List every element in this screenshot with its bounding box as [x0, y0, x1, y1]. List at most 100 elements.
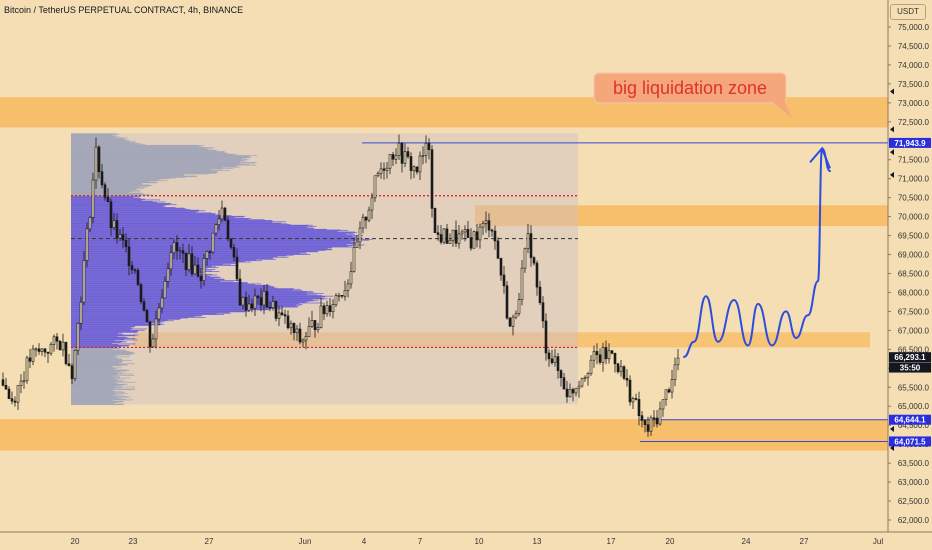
candle-body — [655, 417, 659, 425]
candle-body — [154, 318, 158, 340]
candle-body — [85, 228, 89, 261]
candle-body — [91, 179, 95, 218]
candle-body — [547, 352, 551, 360]
candle-body — [151, 338, 155, 348]
candle-body — [571, 389, 575, 394]
candle-body — [400, 142, 404, 164]
x-tick-label: 10 — [475, 537, 484, 546]
axis-marker-icon — [890, 149, 894, 156]
axis-marker-icon — [890, 444, 894, 451]
candle-body — [412, 166, 416, 171]
candle-body — [178, 250, 182, 253]
candle-body — [646, 424, 650, 432]
candle-body — [271, 301, 275, 309]
candle-body — [325, 305, 329, 315]
candle-body — [421, 155, 425, 157]
candle-body — [97, 146, 101, 172]
candle-body — [13, 400, 17, 403]
candle-body — [43, 348, 47, 353]
candle-body — [136, 269, 140, 285]
x-tick-label: 27 — [800, 537, 809, 546]
candle-body — [244, 297, 248, 311]
candle-body — [667, 389, 671, 393]
x-tick-label: 23 — [129, 537, 138, 546]
candle-body — [499, 257, 503, 276]
candle-body — [58, 340, 62, 351]
candle-body — [370, 197, 374, 211]
candle-body — [289, 323, 293, 329]
candle-body — [31, 348, 35, 362]
candle-body — [580, 378, 584, 387]
candle-body — [112, 220, 116, 228]
y-tick-label: 63,000.0 — [898, 478, 930, 487]
candle-body — [376, 173, 380, 177]
candle-body — [520, 267, 524, 301]
candle-body — [493, 230, 497, 242]
candle-body — [94, 146, 98, 181]
candle-body — [448, 239, 452, 244]
candle-body — [406, 151, 410, 157]
candle-body — [277, 312, 281, 319]
candle-body — [139, 284, 143, 302]
candle-body — [181, 250, 185, 254]
candle-body — [601, 347, 605, 363]
candle-body — [22, 380, 26, 383]
candle-body — [304, 336, 308, 341]
candle-body — [220, 207, 224, 220]
y-tick-label: 62,500.0 — [898, 497, 930, 506]
candle-body — [46, 351, 50, 354]
candle-body — [589, 359, 593, 375]
candle-body — [121, 234, 125, 241]
currency-badge[interactable]: USDT — [890, 4, 926, 20]
candle-body — [574, 387, 578, 394]
candle-body — [433, 208, 437, 233]
candle-body — [100, 171, 104, 186]
candle-body — [172, 242, 176, 254]
candle-body — [427, 143, 431, 150]
candle-body — [238, 278, 242, 306]
price-label: 64,644.1 — [894, 416, 926, 425]
candle-body — [349, 271, 353, 285]
candle-body — [241, 297, 245, 306]
candle-body — [487, 220, 491, 231]
candle-body — [505, 285, 509, 319]
candle-body — [562, 377, 566, 390]
candle-body — [478, 226, 482, 241]
candle-body — [292, 323, 296, 334]
candle-body — [508, 317, 512, 327]
candle-body — [103, 184, 107, 198]
candle-body — [559, 370, 563, 378]
candle-body — [37, 348, 41, 352]
candle-body — [34, 348, 38, 351]
callout-pointer — [770, 100, 792, 118]
candle-body — [307, 326, 311, 337]
candle-body — [586, 373, 590, 378]
candle-body — [397, 142, 401, 156]
candle-body — [541, 302, 545, 322]
candle-body — [202, 258, 206, 282]
resistance-zone — [475, 205, 888, 227]
candle-body — [313, 320, 317, 331]
candle-body — [130, 265, 134, 271]
candle-body — [367, 209, 371, 221]
candle-body — [583, 376, 587, 380]
candle-body — [544, 320, 548, 354]
candle-body — [523, 248, 527, 269]
candle-body — [127, 246, 131, 266]
candle-body — [226, 219, 230, 240]
candle-body — [298, 328, 302, 343]
price-label: 64,071.5 — [894, 437, 926, 446]
candle-body — [223, 207, 227, 221]
candle-body — [595, 351, 599, 356]
candle-body — [16, 385, 20, 403]
candle-body — [196, 264, 200, 277]
price-label-box — [889, 362, 931, 373]
candle-body — [301, 339, 305, 343]
candle-body — [457, 233, 461, 244]
candle-body — [259, 297, 263, 306]
candle-body — [268, 306, 272, 309]
candle-body — [538, 286, 542, 303]
candle-body — [451, 229, 455, 241]
candle-body — [49, 344, 53, 354]
